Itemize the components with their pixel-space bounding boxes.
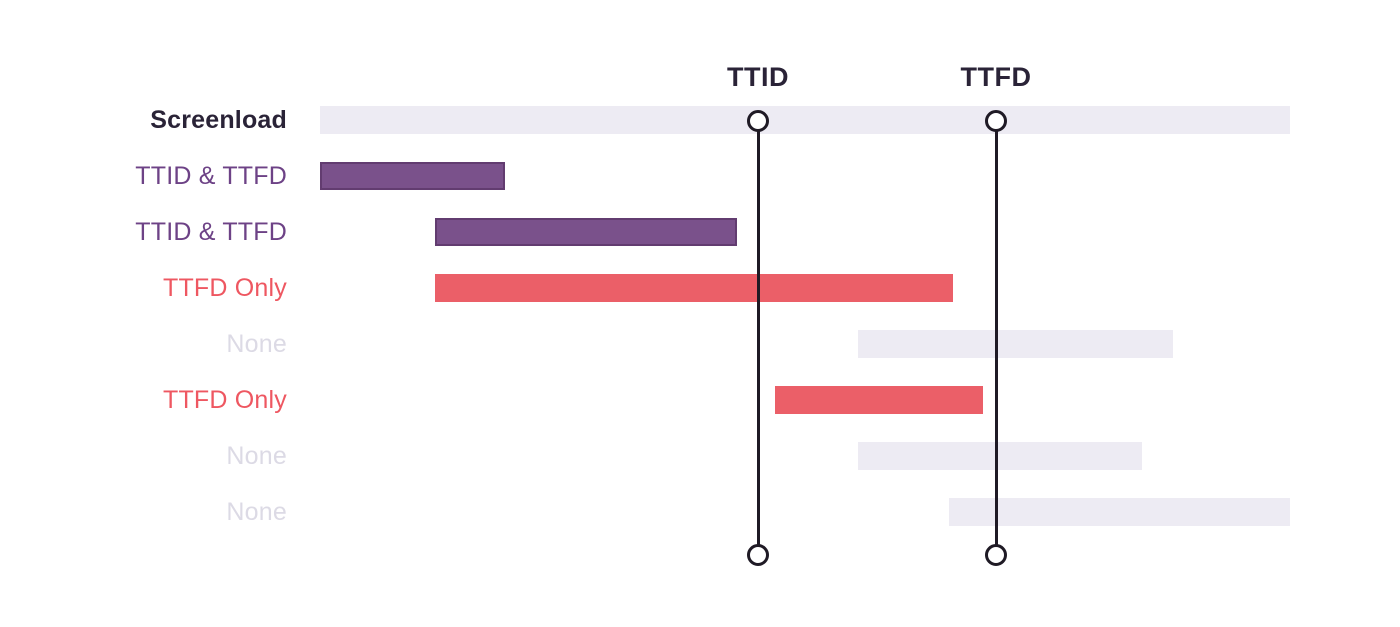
row-label: None <box>226 330 287 358</box>
row-span-none-2: None <box>0 442 1400 470</box>
row-label: TTFD Only <box>162 274 287 302</box>
row-label: None <box>226 498 287 526</box>
row-span-ttfd-only-1: TTFD Only <box>0 274 1400 302</box>
row-span-ttid-ttfd-1: TTID & TTFD <box>0 162 1400 190</box>
ttfd-marker-line <box>994 121 998 555</box>
ttfd-marker-dot-top <box>985 110 1007 132</box>
row-span-ttfd-only-2: TTFD Only <box>0 386 1400 414</box>
row-label: TTID & TTFD <box>135 218 287 246</box>
ttid-marker-dot-top <box>747 110 769 132</box>
span-bar <box>320 106 1290 134</box>
span-bar <box>320 162 505 190</box>
span-bar <box>858 442 1142 470</box>
row-span-none-1: None <box>0 330 1400 358</box>
ttfd-marker-label: TTFD <box>960 62 1032 92</box>
ttid-marker-dot-bottom <box>747 544 769 566</box>
row-screenload: Screenload <box>0 106 1400 134</box>
span-bar <box>858 330 1173 358</box>
row-label: Screenload <box>150 106 287 134</box>
row-span-none-3: None <box>0 498 1400 526</box>
span-bar <box>435 218 737 246</box>
span-bar <box>435 274 953 302</box>
ttid-marker-line <box>756 121 760 555</box>
span-bar <box>775 386 983 414</box>
ttid-marker-label: TTID <box>727 62 789 92</box>
row-label: TTID & TTFD <box>135 162 287 190</box>
row-label: TTFD Only <box>162 386 287 414</box>
ttfd-marker-dot-bottom <box>985 544 1007 566</box>
row-label: None <box>226 442 287 470</box>
row-span-ttid-ttfd-2: TTID & TTFD <box>0 218 1400 246</box>
span-bar <box>949 498 1290 526</box>
